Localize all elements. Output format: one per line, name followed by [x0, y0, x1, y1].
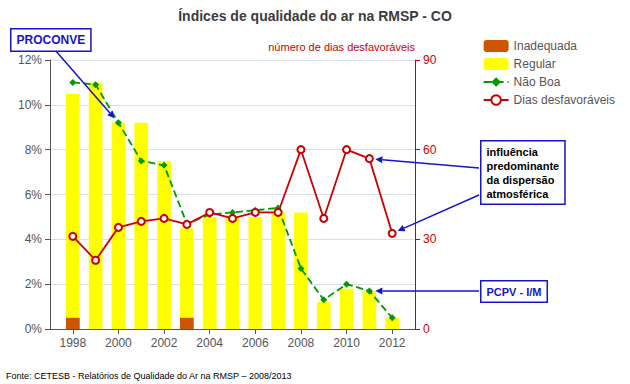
svg-text:predominante: predominante: [487, 160, 560, 172]
svg-text:12%: 12%: [18, 53, 42, 67]
svg-text:2006: 2006: [242, 336, 269, 350]
svg-text:Fonte: CETESB - Relatórios de: Fonte: CETESB - Relatórios de Qualidade …: [6, 371, 292, 381]
svg-text:2008: 2008: [288, 336, 315, 350]
svg-text:2%: 2%: [25, 277, 43, 291]
svg-text:Regular: Regular: [514, 57, 556, 71]
svg-text:10%: 10%: [18, 98, 42, 112]
svg-text:2002: 2002: [151, 336, 178, 350]
svg-text:2012: 2012: [379, 336, 406, 350]
svg-text:2004: 2004: [196, 336, 223, 350]
svg-text:1998: 1998: [59, 336, 86, 350]
svg-text:Não Boa: Não Boa: [514, 75, 561, 89]
svg-text:PCPV - I/M: PCPV - I/M: [487, 286, 542, 298]
svg-text:0%: 0%: [25, 322, 43, 336]
svg-text:atmosférica: atmosférica: [487, 188, 550, 200]
svg-text:Dias desfavoráveis: Dias desfavoráveis: [514, 93, 615, 107]
svg-text:4%: 4%: [25, 232, 43, 246]
svg-text:Inadequada: Inadequada: [514, 39, 578, 53]
svg-text:8%: 8%: [25, 143, 43, 157]
svg-text:número de dias desfavoráveis: número de dias desfavoráveis: [268, 41, 415, 53]
svg-text:90: 90: [423, 53, 437, 67]
svg-text:influência: influência: [487, 146, 539, 158]
svg-text:6%: 6%: [25, 188, 43, 202]
svg-text:0: 0: [423, 322, 430, 336]
svg-text:2010: 2010: [333, 336, 360, 350]
svg-text:60: 60: [423, 143, 437, 157]
svg-text:da dispersão: da dispersão: [487, 174, 555, 186]
svg-text:30: 30: [423, 232, 437, 246]
svg-text:PROCONVE: PROCONVE: [17, 33, 86, 47]
svg-text:2000: 2000: [105, 336, 132, 350]
svg-text:Índices de qualidade do ar na: Índices de qualidade do ar na RMSP - CO: [178, 8, 452, 24]
